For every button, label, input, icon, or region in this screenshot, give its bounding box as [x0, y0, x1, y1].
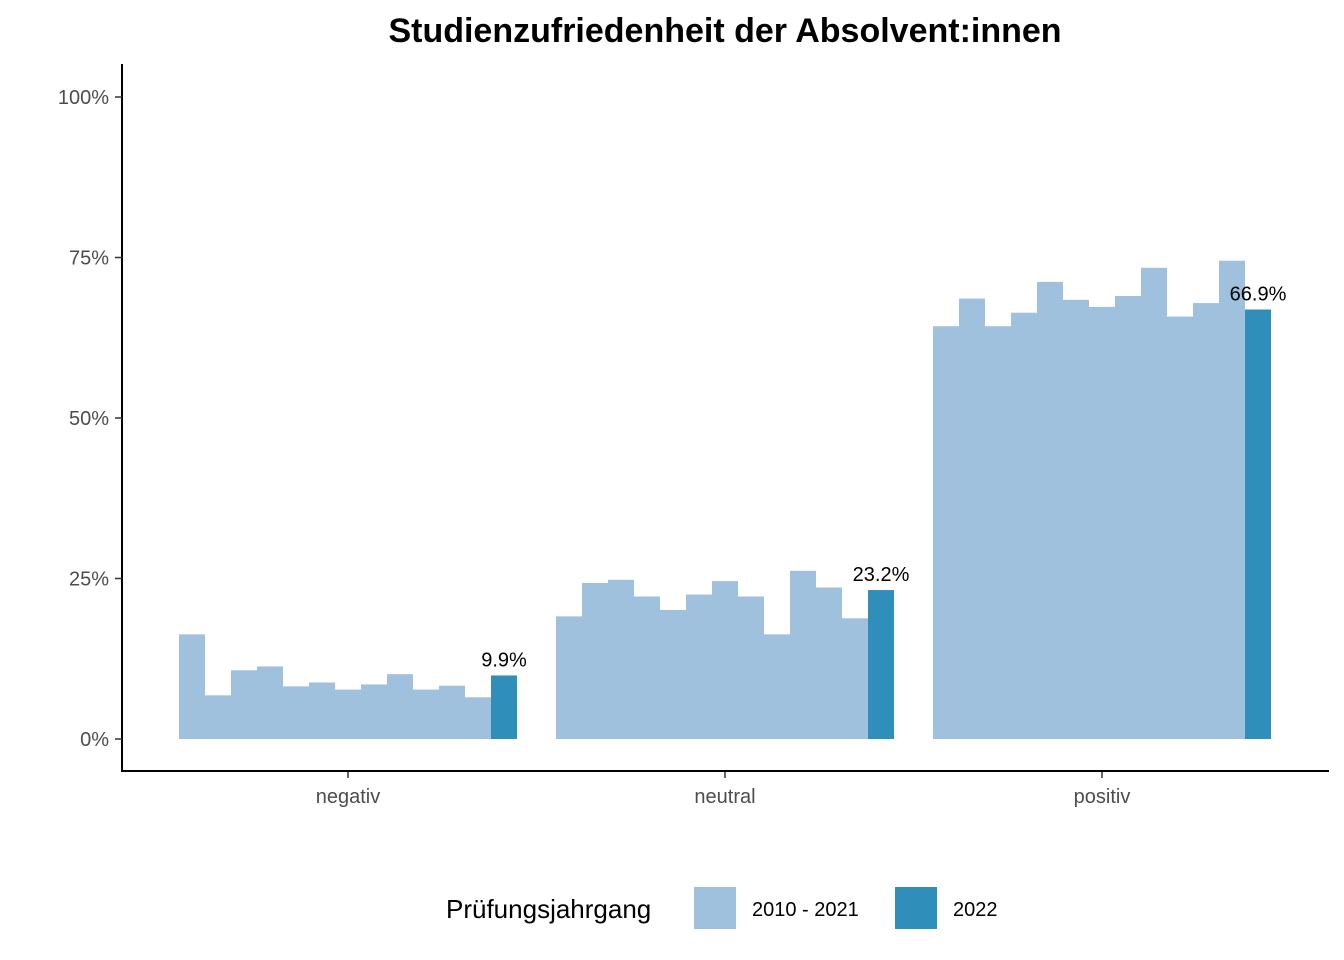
bar-historic	[608, 579, 634, 739]
bar-historic	[387, 674, 413, 739]
bar-historic	[660, 609, 686, 739]
x-tick-label: negativ	[316, 786, 381, 808]
bar-historic	[556, 616, 582, 739]
bar-historic	[842, 618, 868, 739]
chart-title: Studienzufriedenheit der Absolvent:innen	[388, 12, 1061, 50]
bar-historic	[1141, 267, 1167, 739]
bar-historic	[361, 684, 387, 739]
x-tick-label: positiv	[1074, 786, 1131, 808]
bar-historic	[335, 689, 361, 739]
data-label: 66.9%	[1230, 284, 1287, 306]
bar-historic	[205, 695, 231, 739]
bar-historic	[1011, 312, 1037, 739]
bar-historic	[439, 685, 465, 739]
bar-historic	[465, 697, 491, 739]
bar-historic	[634, 596, 660, 739]
y-tick-label: 50%	[69, 408, 109, 430]
bar-historic	[686, 594, 712, 739]
bar-historic	[790, 570, 816, 739]
legend-key	[895, 887, 937, 929]
bar-historic	[1167, 316, 1193, 739]
bar-historic	[764, 634, 790, 739]
data-label: 9.9%	[481, 649, 527, 671]
bar-historic	[1089, 306, 1115, 739]
bar-historic	[413, 689, 439, 739]
bar-historic	[816, 587, 842, 739]
bar-historic	[309, 682, 335, 739]
y-tick-label: 25%	[69, 569, 109, 591]
bar-historic	[959, 298, 985, 739]
legend-label: 2010 - 2021	[752, 899, 859, 921]
y-tick-label: 100%	[58, 87, 109, 109]
bar-historic	[933, 326, 959, 739]
x-tick-label: neutral	[694, 786, 755, 808]
bar-historic	[257, 666, 283, 739]
bar-historic	[231, 670, 257, 739]
bar-historic	[283, 686, 309, 739]
bar-historic	[179, 634, 205, 739]
bar-historic	[985, 326, 1011, 739]
plot-area: 9.9% 23.2% 66.9%	[179, 260, 1287, 739]
legend-title: Prüfungsjahrgang	[446, 894, 651, 924]
bar-historic	[738, 596, 764, 739]
axes: negativ neutral positiv 0% 25% 50% 75% 100%	[58, 64, 1329, 808]
data-label: 23.2%	[853, 564, 910, 586]
legend: Prüfungsjahrgang 2010 - 2021 2022	[446, 887, 998, 929]
legend-label: 2022	[953, 899, 998, 921]
bar-2022	[491, 675, 517, 739]
y-tick-label: 75%	[69, 248, 109, 270]
bar-2022	[868, 590, 894, 739]
bar-historic	[712, 581, 738, 739]
bar-historic	[1063, 299, 1089, 739]
bar-historic	[582, 582, 608, 739]
y-tick-label: 0%	[80, 729, 109, 751]
bar-historic	[1193, 303, 1219, 739]
legend-key	[694, 887, 736, 929]
bar-historic	[1115, 296, 1141, 739]
bar-2022	[1245, 309, 1271, 739]
bar-historic	[1219, 260, 1245, 739]
bar-historic	[1037, 281, 1063, 739]
